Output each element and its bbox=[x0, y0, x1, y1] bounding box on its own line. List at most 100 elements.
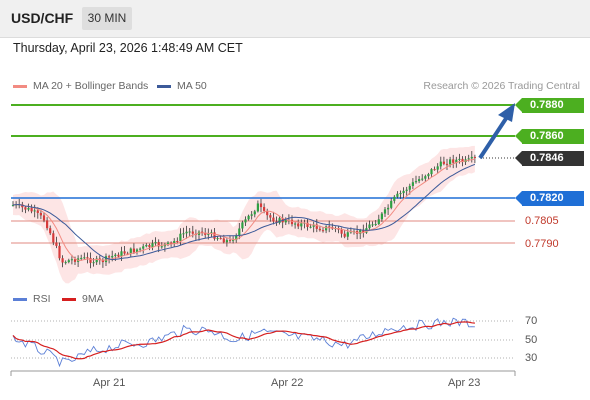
candle-body bbox=[160, 246, 163, 248]
candle-body bbox=[238, 228, 241, 236]
candle-body bbox=[67, 260, 70, 263]
rsi-ma-line bbox=[12, 321, 475, 360]
candle-body bbox=[272, 217, 275, 222]
candle-body bbox=[80, 257, 83, 259]
candle-body bbox=[222, 238, 225, 243]
candle-body bbox=[52, 233, 55, 243]
candle-body bbox=[430, 169, 433, 175]
candle-body bbox=[157, 242, 160, 247]
candle-body bbox=[346, 232, 349, 237]
ma50-swatch bbox=[157, 84, 171, 88]
candle-body bbox=[250, 214, 253, 216]
candle-body bbox=[402, 190, 405, 194]
candle-body bbox=[36, 210, 39, 213]
candle-body bbox=[154, 242, 157, 244]
symbol-title: USD/CHF bbox=[11, 10, 74, 26]
candle-body bbox=[207, 233, 210, 235]
candle-body bbox=[442, 161, 445, 164]
candle-body bbox=[414, 181, 418, 183]
rsi-line bbox=[12, 317, 475, 368]
candle-body bbox=[461, 158, 464, 163]
candle-body bbox=[126, 253, 129, 255]
candle-body bbox=[213, 232, 216, 239]
candle-body bbox=[452, 159, 455, 163]
candle-body bbox=[377, 219, 380, 224]
candle-body bbox=[114, 254, 117, 257]
legend-ma50: MA 50 bbox=[157, 80, 207, 92]
candle-body bbox=[300, 223, 303, 227]
candle-body bbox=[374, 223, 377, 225]
candle-body bbox=[427, 174, 430, 177]
level-tag-0.7880: 0.7880 bbox=[515, 98, 584, 113]
candle-body bbox=[179, 233, 182, 242]
candle-body bbox=[142, 246, 145, 249]
candle-body bbox=[399, 193, 402, 195]
candle-body bbox=[325, 226, 328, 231]
candle-body bbox=[11, 204, 15, 206]
rsi-level-50: 50 bbox=[525, 334, 538, 346]
candle-body bbox=[104, 256, 108, 263]
rsi-level-30: 30 bbox=[525, 352, 538, 364]
candle-body bbox=[306, 222, 309, 227]
candle-body bbox=[371, 224, 374, 226]
candle-body bbox=[390, 200, 393, 208]
candle-body bbox=[89, 258, 92, 263]
candle-body bbox=[232, 240, 235, 242]
legend-rsi-ma: 9MA bbox=[62, 293, 104, 305]
x-label-apr21: Apr 21 bbox=[93, 377, 126, 389]
copyright-text: Research © 2026 Trading Central bbox=[423, 80, 580, 92]
timestamp: Thursday, April 23, 2026 1:48:49 AM CET bbox=[13, 41, 243, 55]
candle-body bbox=[24, 207, 27, 210]
candle-body bbox=[188, 231, 191, 233]
ma50-line bbox=[12, 163, 476, 261]
candle-body bbox=[458, 158, 461, 160]
candle-body bbox=[201, 231, 204, 233]
candle-body bbox=[256, 203, 259, 212]
candle-body bbox=[182, 233, 185, 235]
candle-body bbox=[92, 262, 95, 264]
candle-body bbox=[470, 156, 473, 159]
legend-ma50-label: MA 50 bbox=[177, 80, 207, 92]
candle-body bbox=[228, 240, 232, 242]
candle-body bbox=[343, 233, 346, 237]
candle-body bbox=[269, 215, 272, 218]
candle-body bbox=[383, 209, 387, 214]
candle-body bbox=[33, 210, 36, 212]
candle-body bbox=[123, 251, 126, 254]
rsi-level-70: 70 bbox=[525, 315, 538, 327]
level-tag-0.7860: 0.7860 bbox=[515, 129, 584, 144]
x-label-apr22: Apr 22 bbox=[271, 377, 304, 389]
legend-rsi: RSI bbox=[13, 293, 51, 305]
candle-body bbox=[418, 179, 421, 182]
candle-body bbox=[42, 215, 46, 221]
candle-body bbox=[318, 228, 321, 231]
candle-body bbox=[455, 159, 458, 163]
candle-body bbox=[380, 213, 383, 220]
candle-body bbox=[445, 163, 449, 165]
candle-body bbox=[117, 254, 120, 257]
ma20-line bbox=[12, 158, 476, 261]
legend-ma20: MA 20 + Bollinger Bands bbox=[13, 80, 148, 92]
candle-body bbox=[145, 244, 148, 247]
candle-body bbox=[439, 161, 442, 167]
candle-body bbox=[83, 257, 86, 259]
candle-body bbox=[151, 243, 154, 248]
candle-body bbox=[58, 245, 61, 259]
candle-body bbox=[421, 178, 424, 180]
rsi-ma-swatch bbox=[62, 297, 76, 301]
header-bar: USD/CHF 30 MIN bbox=[0, 0, 590, 38]
candle-body bbox=[170, 242, 173, 244]
candle-body bbox=[70, 259, 73, 261]
legend-rsi-label: RSI bbox=[33, 293, 51, 305]
candle-body bbox=[55, 242, 58, 246]
candle-body bbox=[101, 260, 104, 263]
candle-body bbox=[259, 203, 263, 208]
candle-body bbox=[278, 218, 281, 223]
candle-body bbox=[294, 223, 297, 225]
candle-body bbox=[173, 240, 176, 243]
timeframe-button[interactable]: 30 MIN bbox=[82, 7, 132, 30]
candle-body bbox=[263, 207, 266, 211]
candle-body bbox=[129, 248, 132, 254]
candle-body bbox=[148, 244, 151, 248]
candle-body bbox=[86, 257, 89, 259]
